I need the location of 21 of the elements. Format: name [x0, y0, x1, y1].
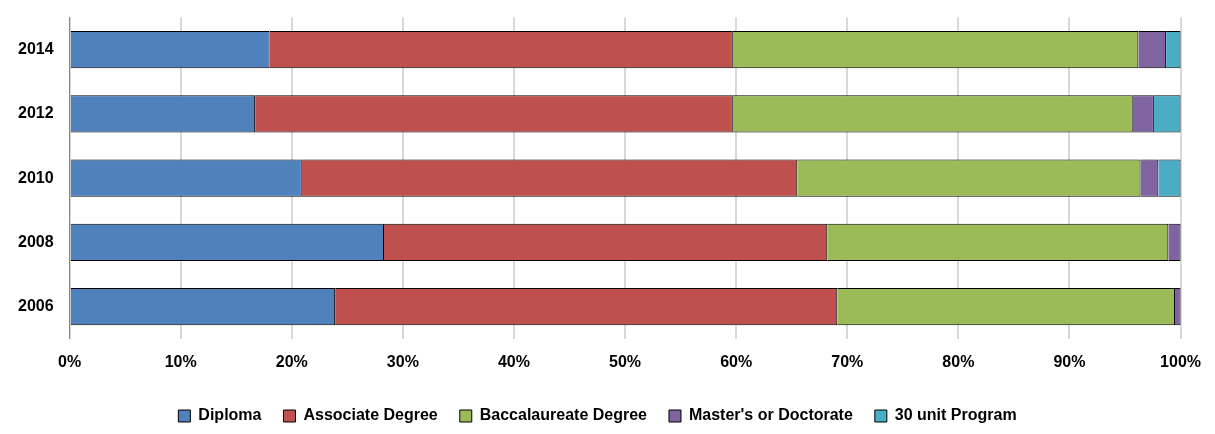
x-tick-label: 40% — [497, 352, 530, 370]
x-tick-label: 60% — [720, 352, 753, 370]
y-tick-label: 2014 — [18, 40, 54, 58]
x-tick-label: 20% — [275, 352, 308, 370]
x-tick-label: 50% — [609, 352, 642, 370]
legend-label: Baccalaureate Degree — [479, 406, 648, 424]
x-tick-label: 30% — [386, 352, 419, 370]
y-tick-label: 2010 — [18, 168, 54, 186]
y-tick-label: 2012 — [18, 104, 54, 122]
legend-label: Diploma — [198, 406, 262, 424]
x-tick-label: 90% — [1053, 352, 1086, 370]
x-tick-label: 10% — [164, 352, 197, 370]
legend-label: 30 unit Program — [894, 406, 1017, 424]
x-tick-label: 100% — [1160, 352, 1201, 370]
y-tick-label: 2006 — [18, 297, 54, 315]
x-tick-label: 0% — [58, 352, 82, 370]
x-tick-label: 70% — [831, 352, 864, 370]
y-tick-label: 2008 — [18, 232, 54, 250]
legend-label: Master's or Doctorate — [688, 406, 853, 424]
x-tick-label: 80% — [942, 352, 975, 370]
legend-label: Associate Degree — [303, 406, 438, 424]
